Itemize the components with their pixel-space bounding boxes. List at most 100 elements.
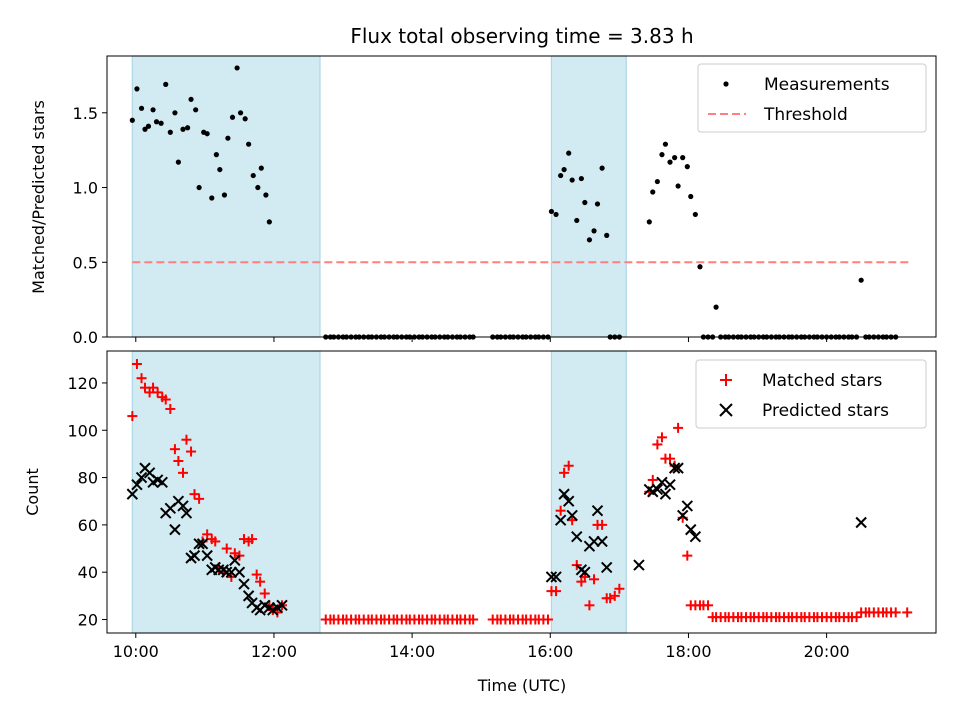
predicted-star-point	[229, 554, 241, 567]
matched-star-point	[210, 536, 221, 547]
y-tick-label: 1.0	[73, 179, 98, 198]
predicted-star-stroke	[554, 514, 567, 526]
bottom-predicted-points	[126, 462, 867, 616]
measurement-point	[209, 195, 215, 201]
measurement-point	[258, 165, 264, 171]
matched-star-point	[152, 387, 163, 398]
predicted-star-point	[554, 514, 567, 526]
top-xticks	[135, 337, 828, 342]
measurement-point	[672, 155, 678, 161]
matched-star-point	[131, 359, 142, 370]
bottom-legend: Matched stars Predicted stars	[695, 359, 927, 429]
predicted-star-stroke	[143, 467, 156, 479]
matched-star-point	[559, 467, 570, 478]
figure-title: Flux total observing time = 3.83 h	[350, 24, 693, 48]
predicted-star-stroke	[600, 561, 613, 574]
y-tick-label: 1.5	[73, 104, 98, 123]
measurement-point	[680, 155, 686, 161]
y-tick-label: 60	[78, 516, 98, 535]
bottom-xticks: 10:00 12:00 14:00 16:00 18:00 20:00	[113, 633, 850, 661]
predicted-star-stroke	[591, 504, 604, 517]
predicted-star-point	[233, 566, 246, 578]
bottom-legend-box	[695, 359, 927, 429]
predicted-star-point	[156, 476, 168, 489]
matched-star-point	[652, 439, 663, 450]
x-tick-label: 14:00	[389, 642, 435, 661]
measurement-point	[184, 125, 191, 131]
measurement-point	[566, 150, 572, 156]
predicted-star-stroke	[562, 495, 575, 507]
predicted-star-point	[212, 564, 225, 576]
predicted-star-point	[685, 523, 697, 536]
predicted-star-stroke	[633, 559, 645, 571]
predicted-star-stroke	[676, 509, 689, 522]
matched-star-point	[589, 574, 600, 585]
x-tick-label: 18:00	[665, 642, 711, 661]
measurement-point	[153, 119, 160, 125]
predicted-star-stroke	[193, 538, 205, 550]
shaded-interval	[550, 55, 627, 338]
predicted-star-point	[193, 538, 205, 550]
predicted-star-stroke	[188, 549, 201, 562]
x-tick-label: 12:00	[251, 642, 297, 661]
predicted-star-stroke	[550, 571, 562, 583]
predicted-star-point	[188, 549, 201, 562]
measurement-point	[225, 135, 231, 141]
measurement-point	[662, 141, 669, 147]
measurement-point	[142, 126, 148, 132]
matched-star-point	[542, 614, 553, 625]
y-tick-label: 40	[78, 563, 98, 582]
predicted-star-stroke	[681, 500, 694, 512]
predicted-star-stroke	[558, 488, 570, 500]
matched-star-point	[181, 434, 192, 445]
predicted-star-point	[550, 571, 562, 583]
predicted-star-stroke	[651, 483, 664, 496]
measurement-point	[188, 96, 194, 102]
predicted-star-point	[196, 538, 209, 550]
predicted-star-stroke	[238, 578, 250, 590]
measurement-point	[196, 184, 202, 191]
top-yticks: 0.0 0.5 1.0 1.5	[73, 104, 107, 347]
y-tick-label: 0.0	[73, 328, 98, 347]
legend-predicted-marker	[719, 403, 733, 417]
measurement-point	[574, 217, 580, 224]
predicted-star-point	[571, 531, 583, 543]
predicted-star-stroke	[233, 566, 246, 578]
predicted-star-point	[201, 549, 213, 562]
measurement-point	[246, 141, 252, 147]
measurement-point	[217, 166, 223, 173]
top-y-axis-title: Matched/Predicted stars	[29, 100, 48, 294]
predicted-star-point	[656, 476, 668, 489]
matched-star-point	[202, 529, 213, 540]
predicted-star-stroke	[131, 478, 143, 491]
matched-star-point	[169, 444, 180, 455]
predicted-star-point	[659, 488, 672, 500]
predicted-star-point	[651, 483, 664, 496]
measurement-point	[158, 120, 164, 126]
y-tick-label: 120	[67, 374, 98, 393]
legend-matched-label: Matched stars	[762, 371, 882, 391]
matched-star-point	[563, 460, 574, 471]
matched-star-point	[665, 453, 676, 464]
legend-predicted-label: Predicted stars	[762, 401, 889, 421]
matched-star-point	[656, 432, 667, 443]
predicted-star-point	[676, 509, 689, 522]
matched-star-point	[851, 612, 862, 623]
matched-star-point	[194, 493, 205, 504]
matched-star-point	[251, 569, 262, 580]
predicted-star-stroke	[689, 531, 702, 543]
measurement-point	[586, 237, 593, 243]
predicted-star-point	[579, 566, 591, 578]
predicted-star-point	[633, 559, 645, 571]
measurement-point	[692, 211, 698, 218]
measurement-point	[167, 129, 173, 135]
matched-star-point	[160, 394, 171, 405]
predicted-star-stroke	[229, 554, 241, 567]
matched-star-point	[173, 456, 184, 467]
predicted-star-stroke	[276, 599, 288, 612]
measurement-point	[548, 208, 555, 215]
predicted-star-stroke	[169, 523, 181, 536]
measurement-point	[172, 110, 178, 116]
y-tick-label: 0.5	[73, 253, 98, 272]
predicted-star-stroke	[135, 471, 148, 484]
